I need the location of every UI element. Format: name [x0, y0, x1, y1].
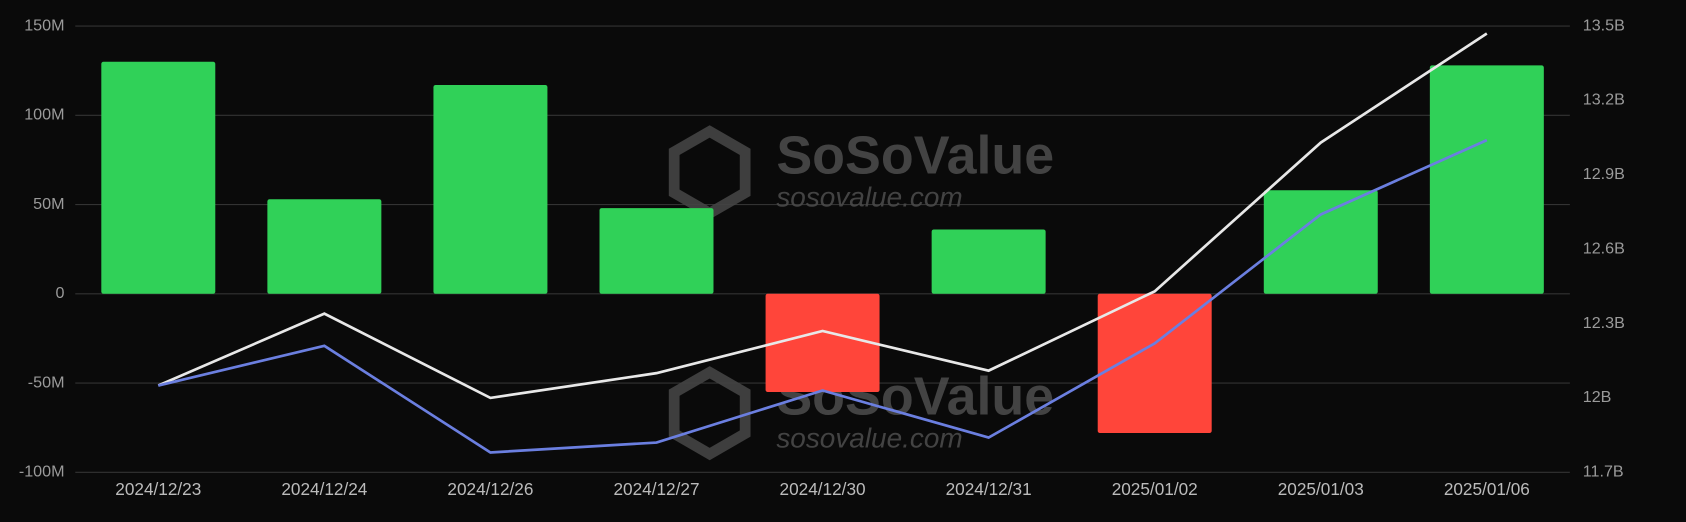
x-tick-label: 2025/01/06 — [1444, 479, 1530, 499]
bar — [267, 199, 382, 294]
y2-tick-label: 12.3B — [1583, 314, 1625, 332]
x-tick-label: 2024/12/27 — [613, 479, 699, 499]
x-tick-label: 2024/12/31 — [946, 479, 1032, 499]
bar — [1429, 65, 1544, 294]
x-tick-label: 2025/01/02 — [1112, 479, 1198, 499]
watermark-name: SoSoValue — [776, 126, 1054, 186]
y2-tick-label: 13.2B — [1583, 91, 1625, 109]
bar — [433, 84, 548, 294]
watermark-url: sosovalue.com — [776, 422, 962, 453]
y-tick-label: -50M — [28, 373, 65, 391]
y2-tick-label: 13.5B — [1583, 16, 1625, 34]
y2-tick-label: 12.9B — [1583, 165, 1625, 183]
y-tick-label: 0 — [56, 284, 65, 302]
y-tick-label: -100M — [19, 463, 65, 481]
bar — [101, 61, 216, 294]
y2-tick-label: 12.6B — [1583, 239, 1625, 257]
y-tick-label: 100M — [24, 106, 64, 124]
x-tick-label: 2024/12/23 — [115, 479, 201, 499]
x-tick-label: 2024/12/24 — [281, 479, 367, 499]
watermark-logo — [668, 366, 751, 461]
x-tick-label: 2024/12/26 — [447, 479, 533, 499]
y2-tick-label: 11.7B — [1583, 463, 1624, 481]
y-tick-label: 50M — [33, 195, 64, 213]
bar — [1263, 190, 1378, 294]
line — [157, 32, 1488, 400]
bar — [765, 293, 880, 392]
bar — [599, 208, 714, 294]
x-tick-label: 2024/12/30 — [780, 479, 866, 499]
y2-tick-label: 12B — [1583, 388, 1612, 406]
watermark: SoSoValue sosovalue.com SoSoValue sosova… — [668, 125, 1054, 461]
x-tick-label: 2025/01/03 — [1278, 479, 1364, 499]
bar — [1097, 293, 1212, 434]
y-tick-label: 150M — [24, 16, 64, 34]
watermark-url: sosovalue.com — [776, 182, 962, 213]
line — [157, 138, 1488, 454]
bar — [931, 229, 1046, 294]
